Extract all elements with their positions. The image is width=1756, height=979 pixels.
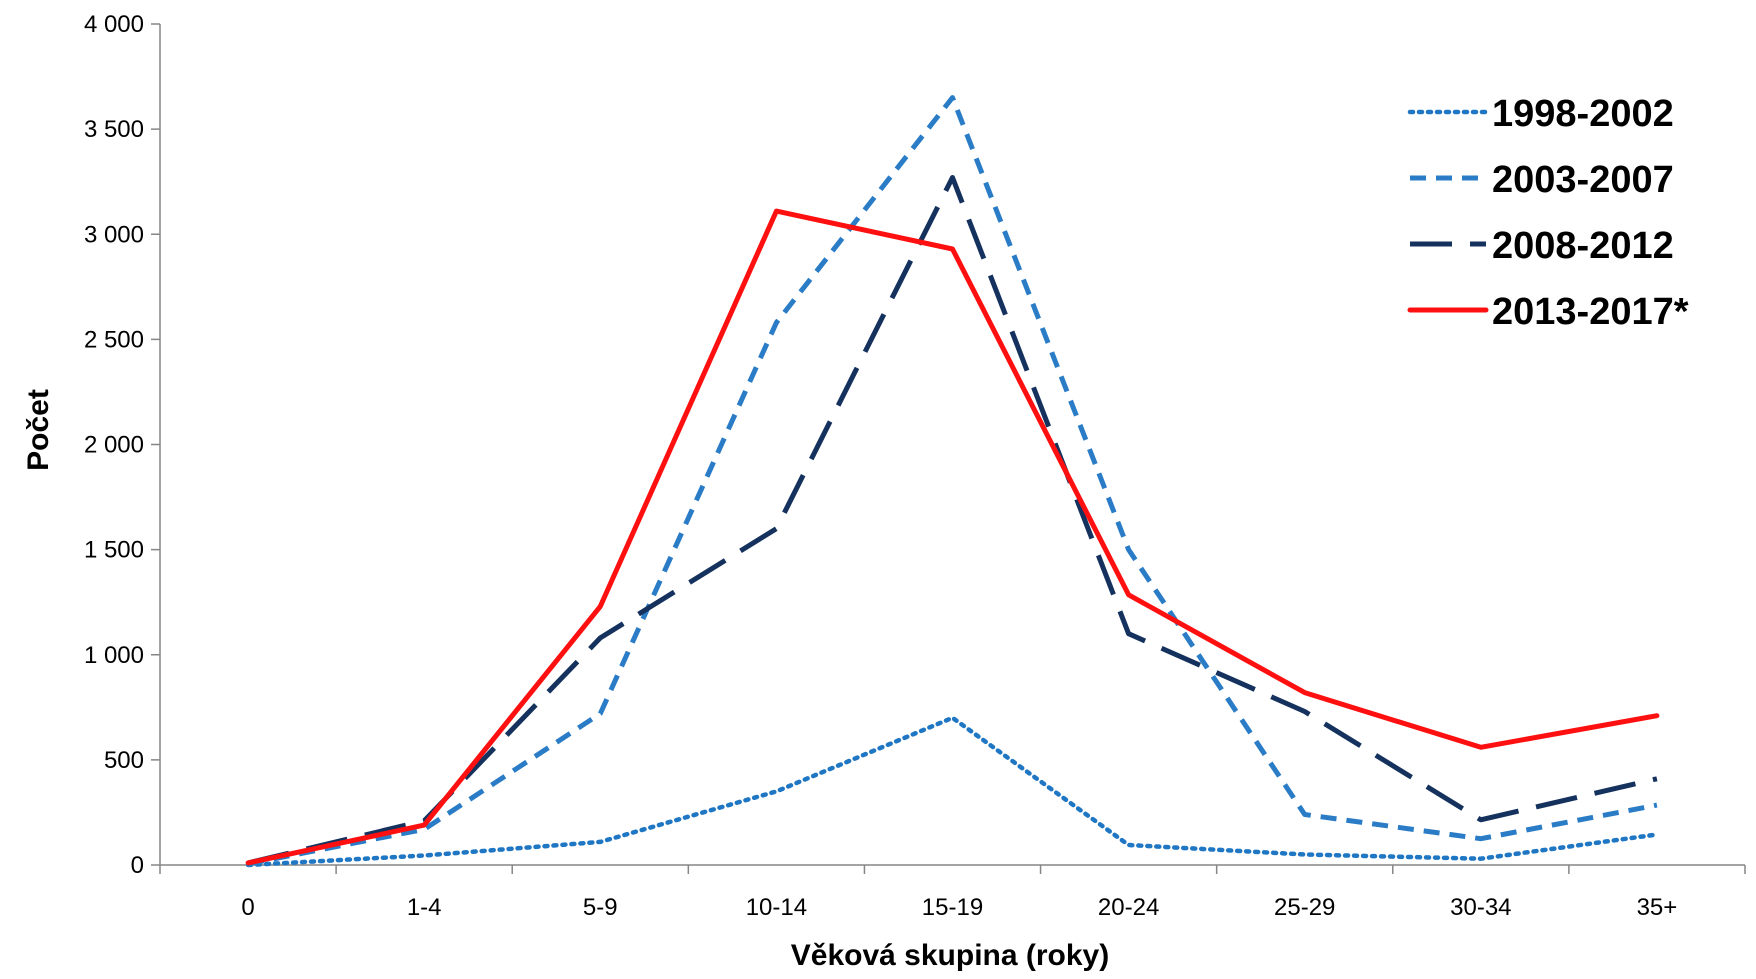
y-tick-label: 2 000 bbox=[84, 432, 144, 459]
y-tick-label: 3 500 bbox=[84, 116, 144, 143]
legend-label: 1998-2002 bbox=[1492, 93, 1674, 135]
axes: 0 500 1 000 1 500 2 000 2 500 3 000 3 500 4 000 0… bbox=[84, 11, 1746, 921]
x-axis-title: Věková skupina (roky) bbox=[791, 939, 1109, 972]
series-line-2008-2012 bbox=[247, 175, 1658, 866]
series-line-2013-2017* bbox=[245, 208, 1660, 866]
x-tick-label: 20-24 bbox=[1098, 894, 1159, 921]
x-tick-label: 10-14 bbox=[746, 894, 807, 921]
y-tick-label: 4 000 bbox=[84, 11, 144, 38]
x-tick-label: 5-9 bbox=[583, 894, 618, 921]
y-axis-title: Počet bbox=[22, 389, 55, 471]
y-tick-label: 500 bbox=[104, 747, 144, 774]
legend-label: 2013-2017* bbox=[1492, 291, 1689, 333]
legend: 1998-2002 2003-2007 2008-2012 2013-2017* bbox=[1407, 93, 1689, 333]
y-tick-label: 0 bbox=[131, 852, 144, 879]
x-tick-label: 25-29 bbox=[1274, 894, 1335, 921]
y-tick-label: 1 000 bbox=[84, 642, 144, 669]
series-line-2003-2007 bbox=[247, 95, 1658, 867]
x-tick-label: 35+ bbox=[1637, 894, 1678, 921]
x-tick-label: 30-34 bbox=[1450, 894, 1511, 921]
y-tick-label: 2 500 bbox=[84, 326, 144, 353]
y-tick-label: 1 500 bbox=[84, 537, 144, 564]
series-line-1998-2002 bbox=[245, 715, 1660, 868]
legend-label: 2003-2007 bbox=[1492, 159, 1674, 201]
x-tick-label: 15-19 bbox=[922, 894, 983, 921]
series-layer bbox=[245, 95, 1660, 868]
x-tick-label: 1-4 bbox=[407, 894, 442, 921]
x-tick-label: 0 bbox=[241, 894, 254, 921]
legend-label: 2008-2012 bbox=[1492, 225, 1674, 267]
y-tick-label: 3 000 bbox=[84, 221, 144, 248]
